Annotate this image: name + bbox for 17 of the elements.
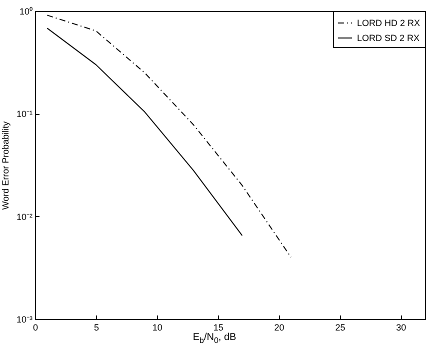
y-tick-label: 10⁰	[19, 6, 32, 16]
x-tick-label: 0	[32, 322, 38, 332]
legend-label: LORD SD 2 RX	[357, 33, 420, 43]
x-tick-label: 10	[152, 322, 162, 332]
line-series	[46, 14, 292, 258]
x-tick-label: 15	[213, 322, 224, 332]
y-tick-label: 10⁻²	[16, 212, 32, 222]
x-tick-label: 30	[396, 322, 406, 332]
y-tick-label: 10⁻¹	[16, 109, 32, 120]
x-tick-label: 20	[274, 322, 284, 332]
legend-label: LORD HD 2 RX	[357, 18, 420, 28]
x-tick-label: 5	[94, 322, 99, 332]
y-axis-title: Word Error Probability	[0, 120, 10, 210]
x-axis-title: E$_{b}$/N$_{0}$, dB	[192, 332, 238, 345]
y-tick-label: 10⁻³	[16, 314, 32, 324]
x-tick-label: 25	[335, 322, 346, 332]
line-series	[46, 28, 243, 236]
